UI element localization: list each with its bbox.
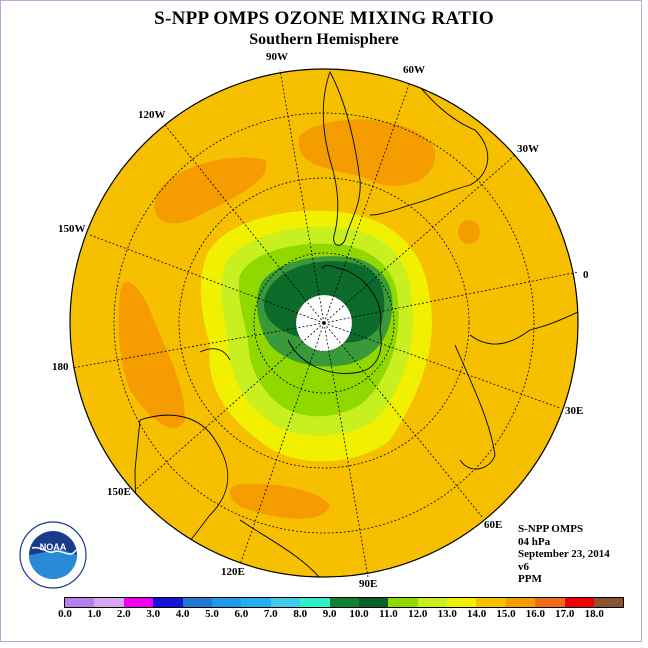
colorbar-tick-label: 7.0: [263, 608, 278, 620]
colorbar-swatch: [182, 598, 212, 607]
colorbar-swatch: [211, 598, 242, 607]
colorbar-swatch: [329, 598, 359, 607]
pressure-label: 04 hPa: [518, 535, 551, 548]
latitude-circle-70: [253, 252, 395, 394]
colorbar-tick-label: 0.0: [58, 608, 72, 620]
lon-label-60e: 60E: [484, 519, 502, 531]
noaa-logo: NOAA: [19, 521, 87, 589]
meridian-0: [323, 271, 579, 324]
high-region-small: [458, 220, 480, 244]
graticule: [71, 69, 579, 578]
antarctica-coast: [287, 265, 382, 374]
pole-ring: [295, 294, 353, 352]
lon-label-60w: 60W: [403, 64, 425, 76]
colorbar-swatch: [417, 598, 448, 607]
colorbar-tick-label: 12.0: [408, 608, 428, 620]
colorbar: [64, 597, 625, 608]
lon-label-120w: 120W: [138, 109, 166, 121]
colorbar-swatch: [447, 598, 477, 607]
map-border: [69, 68, 579, 578]
meridian-30e: [323, 322, 561, 409]
meridian-150w: [89, 234, 325, 324]
colorbar-swatch: [505, 598, 536, 607]
colorbar-swatch: [476, 598, 506, 607]
colorbar-tick-label: 9.0: [322, 608, 337, 620]
instrument-label: S-NPP OMPS: [518, 523, 584, 535]
colorbar-tick-label: 6.0: [234, 608, 249, 620]
south-america-east-coast: [369, 74, 489, 216]
colorbar-swatch: [65, 598, 95, 607]
colorbar-tick-label: 5.0: [205, 608, 219, 620]
version-label: v6: [518, 560, 529, 573]
colorbar-tick-label: 1.0: [87, 608, 102, 620]
lon-label-30w: 30W: [517, 143, 539, 155]
colorbar-swatch: [388, 598, 418, 607]
south-america-coast: [322, 70, 361, 246]
africa-south: [454, 344, 496, 470]
colorbar-tick-label: 4.0: [175, 608, 190, 620]
latitude-circle-30: [113, 112, 535, 534]
map-subtitle: Southern Hemisphere: [249, 31, 399, 48]
colorbar-swatch: [94, 598, 124, 607]
meridian-90w: [279, 69, 325, 324]
colorbar-swatch: [300, 598, 330, 607]
colorbar-tick-label: 15.0: [496, 608, 516, 620]
colorbar-tick-label: 17.0: [555, 608, 575, 620]
indian-ocean-coast: [239, 519, 321, 577]
lon-label-90e: 90E: [359, 578, 377, 590]
meridian-90e: [323, 322, 369, 578]
meridian-60e: [323, 322, 484, 519]
colorbar-tick-label: 16.0: [525, 608, 546, 620]
lon-label-120e: 120E: [221, 566, 245, 578]
high-region-south: [230, 483, 330, 519]
colorbar-tick-label: 14.0: [466, 608, 487, 620]
meridian-120e: [239, 322, 325, 566]
africa-coast: [469, 311, 578, 345]
colorbar-tick-label: 3.0: [146, 608, 161, 620]
noaa-logo-text: NOAA: [40, 542, 67, 552]
meridian-180: [71, 322, 325, 369]
lon-label-30e: 30E: [565, 405, 583, 417]
colorbar-tick-label: 8.0: [293, 608, 308, 620]
colorbar-swatch: [358, 598, 389, 607]
high-region-pacific: [154, 157, 267, 224]
colorbar-tick-label: 18.0: [584, 608, 604, 620]
colorbar-swatch: [564, 598, 595, 607]
colorbar-swatch: [594, 598, 624, 607]
colorbar-tick-label: 10.0: [349, 608, 369, 620]
colorbar-tick-label: 2.0: [116, 608, 131, 620]
meridian-60w: [323, 81, 411, 324]
longitude-labels: 90W 60W 30W 0 30E 60E 90E 120E 150E 180 …: [52, 51, 589, 590]
map-title: S-NPP OMPS OZONE MIXING RATIO: [154, 8, 494, 29]
colorbar-tick-label: 11.0: [379, 608, 398, 620]
colorbar-swatch: [270, 598, 301, 607]
colorbar-ticks: 0.0 1.0 2.0 3.0 4.0 5.0 6.0 7.0 8.0 9.0 10.0 11.0 12…: [0, 608, 648, 622]
lon-label-180: 180: [52, 361, 69, 373]
date-label: September 23, 2014: [518, 548, 610, 561]
product-info: S-NPP OMPS 04 hPa September 23, 2014 v6 …: [518, 523, 610, 586]
lon-label-90w: 90W: [266, 51, 288, 63]
lon-label-150e: 150E: [107, 486, 131, 498]
coastlines: [134, 70, 578, 577]
colorbar-swatch: [535, 598, 565, 607]
latitude-circle-50: [178, 177, 470, 469]
high-region-west: [118, 282, 185, 429]
colorbar-swatch: [153, 598, 183, 607]
lon-label-0: 0: [583, 269, 589, 281]
peninsula-coast: [199, 348, 231, 361]
colorbar-swatch: [123, 598, 154, 607]
lon-label-150w: 150W: [58, 223, 86, 235]
colorbar-swatch: [241, 598, 271, 607]
units-label: PPM: [518, 573, 542, 586]
south-pole-marker: [322, 321, 326, 325]
colorbar-tick-label: 13.0: [437, 608, 457, 620]
